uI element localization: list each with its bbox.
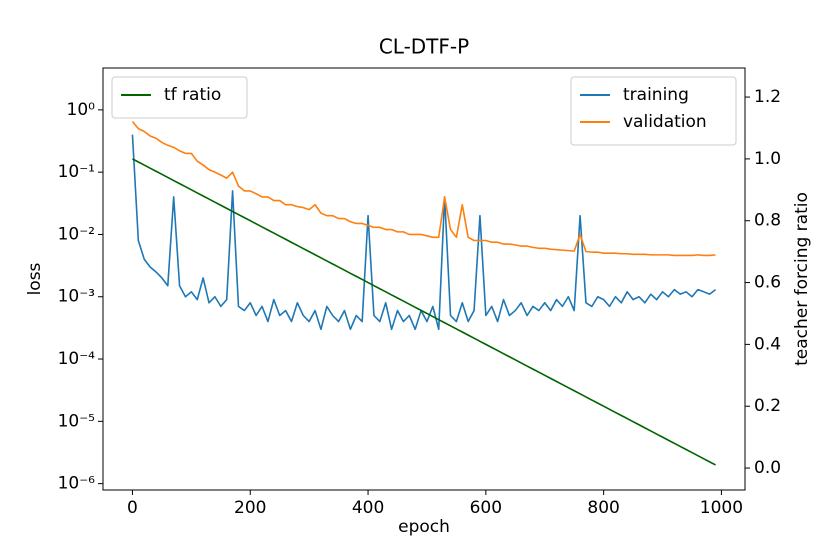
series-line — [131, 134, 717, 331]
y-tick-label: 10⁻⁴ — [58, 349, 96, 369]
y2-tick-label: 0.2 — [754, 396, 781, 416]
x-tick-label: 600 — [470, 498, 502, 518]
y2-tick-label: 0.6 — [754, 273, 781, 293]
legend-label: training — [623, 85, 689, 105]
y-tick-label: 10⁻¹ — [58, 162, 95, 182]
y-tick-label: 10⁻⁵ — [58, 411, 95, 431]
y-tick-label: 10⁰ — [67, 100, 96, 120]
series-line — [132, 158, 716, 466]
y-tick-label: 10⁻² — [58, 224, 95, 244]
legend-label: validation — [623, 112, 707, 132]
x-tick-label: 0 — [127, 498, 138, 518]
plot-frame — [102, 67, 746, 491]
y-tick-label: 10⁻⁶ — [58, 474, 96, 494]
y-tick-label: 10⁻³ — [58, 287, 95, 307]
chart-title: CL-DTF-P — [379, 35, 469, 59]
y2-tick-label: 0.4 — [754, 334, 781, 354]
x-tick-label: 1000 — [700, 498, 743, 518]
legend-box — [111, 76, 248, 119]
series-line — [131, 121, 716, 257]
legend-label: tf ratio — [164, 85, 221, 105]
x-tick-label: 200 — [234, 498, 266, 518]
x-axis-label: epoch — [398, 517, 450, 537]
y2-tick-label: 1.0 — [754, 149, 781, 169]
x-tick-label: 800 — [587, 498, 619, 518]
y2-tick-label: 1.2 — [754, 87, 781, 107]
y2-tick-label: 0.0 — [754, 458, 781, 478]
y2-tick-label: 0.8 — [754, 211, 781, 231]
y-axis-label: loss — [25, 262, 45, 295]
legend-box — [570, 76, 737, 146]
y2-axis-label: teacher forcing ratio — [792, 192, 812, 366]
x-tick-label: 400 — [352, 498, 384, 518]
